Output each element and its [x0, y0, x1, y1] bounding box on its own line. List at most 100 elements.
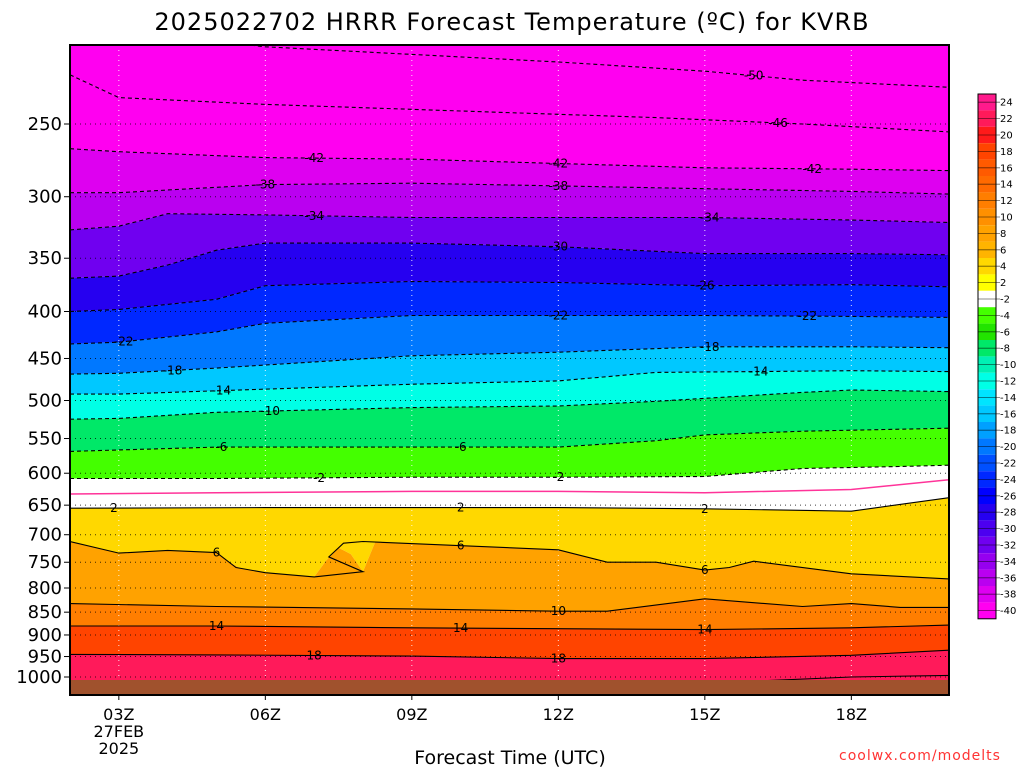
isotherm-label: -42 — [304, 151, 324, 165]
isotherm-line — [70, 427, 949, 452]
color-band — [70, 243, 949, 312]
isotherm-label: -14 — [212, 384, 232, 398]
isotherm-label: -10 — [260, 404, 280, 418]
time-tick-label: 09Z — [396, 705, 427, 724]
colorbar-label: 8 — [1000, 229, 1006, 240]
isotherm-label: 2 — [110, 501, 118, 515]
pressure-tick-label: 800 — [28, 578, 62, 599]
color-band — [70, 45, 949, 132]
color-band — [70, 74, 949, 171]
colorbar-label: 2 — [1000, 278, 1006, 289]
time-tick-label: 15Z — [689, 705, 720, 724]
pressure-tick-label: 1000 — [16, 667, 62, 688]
colorbar-label: -16 — [1000, 409, 1016, 420]
time-tick-label: 18Z — [836, 705, 867, 724]
colorbar-label: 6 — [1000, 245, 1006, 256]
isotherm-label: 2 — [701, 502, 709, 516]
isotherm-label: 6 — [457, 539, 465, 553]
pressure-axis: 2503003504004505005506006507007508008509… — [16, 114, 70, 688]
colorbar-label: -22 — [1000, 459, 1016, 470]
isotherm-line — [70, 280, 949, 313]
colorbar-label: -20 — [1000, 442, 1016, 453]
isotherm-line — [70, 346, 949, 375]
isotherm-label: -46 — [768, 116, 788, 130]
date-label: 27FEB — [94, 722, 145, 741]
isotherm-label: -42 — [802, 162, 822, 176]
isotherm-label: 14 — [697, 623, 712, 637]
color-band — [70, 390, 949, 452]
isotherm-label: -34 — [700, 211, 720, 225]
pressure-tick-label: 300 — [28, 187, 62, 208]
color-band — [70, 428, 949, 479]
isotherm-label: -26 — [695, 279, 715, 293]
chart-title: 2025022702 HRRR Forecast Temperature (ºC… — [154, 8, 869, 36]
color-band — [70, 346, 949, 395]
isotherm-label: 2 — [457, 501, 465, 515]
isotherm-label: -14 — [749, 365, 769, 379]
isotherm-label: -38 — [549, 179, 569, 193]
colorbar-label: 12 — [1000, 196, 1013, 207]
isotherm-label: 6 — [213, 546, 221, 560]
color-band — [70, 183, 949, 230]
colorbar-label: 16 — [1000, 163, 1013, 174]
colorbar-label: -6 — [1000, 327, 1010, 338]
pressure-tick-label: 850 — [28, 602, 62, 623]
isotherm-label: -34 — [304, 209, 324, 223]
isotherm-label: -6 — [215, 440, 227, 454]
isotherm-label: 18 — [551, 652, 566, 666]
color-band — [70, 148, 949, 195]
pressure-tick-label: 550 — [28, 429, 62, 450]
colorbar-label: 10 — [1000, 213, 1013, 224]
ground-level-strip — [70, 680, 949, 695]
plot-frame — [69, 44, 950, 696]
freezing-line — [70, 479, 949, 495]
isotherm-line — [70, 497, 949, 512]
pressure-tick-label: 350 — [28, 248, 62, 269]
time-tick-label: 06Z — [250, 705, 281, 724]
color-band — [70, 625, 949, 659]
color-band — [249, 45, 949, 88]
dotted-grid — [70, 45, 949, 695]
source-credit: coolwx.com/modelts — [839, 748, 1001, 764]
isotherm-label: 18 — [307, 648, 322, 662]
colorbar-label: -12 — [1000, 377, 1016, 388]
colorbar-label: -28 — [1000, 508, 1016, 519]
isotherm-label: -22 — [549, 308, 569, 322]
color-band — [70, 465, 949, 512]
isotherm-label: -22 — [114, 335, 134, 349]
isotherm-label: -6 — [455, 440, 467, 454]
colorbar-label: -14 — [1000, 393, 1016, 404]
colorbar-label: -30 — [1000, 524, 1016, 535]
colorbar-frame — [977, 93, 997, 620]
year-label: 2025 — [98, 739, 139, 758]
color-band — [70, 598, 949, 630]
isotherm-line — [70, 389, 949, 420]
time-tick-label: 03Z — [103, 705, 134, 724]
pressure-tick-label: 750 — [28, 552, 62, 573]
color-scale-legend: 24 22 20 18 16 14 12 10 8 6 4 2 -2 -4 -6 -8 -10 -12 -14 -16… — [977, 93, 1016, 620]
colorbar-label: 18 — [1000, 147, 1013, 158]
isotherm-label: -42 — [549, 156, 569, 170]
colorbar-label: -18 — [1000, 426, 1016, 437]
colorbar-label: -2 — [1000, 295, 1010, 306]
pressure-tick-label: 650 — [28, 495, 62, 516]
isotherm-label: -18 — [163, 363, 183, 377]
isotherm-line — [70, 370, 949, 395]
pressure-tick-label: 400 — [28, 301, 62, 322]
isotherm-line — [70, 182, 949, 195]
isotherm-line — [70, 540, 949, 580]
colorbar-label: -8 — [1000, 344, 1010, 355]
pressure-tick-label: 700 — [28, 525, 62, 546]
isotherm-line — [70, 624, 949, 631]
color-band — [70, 315, 949, 375]
isotherm-label: 14 — [209, 619, 224, 633]
pressure-tick-label: 250 — [28, 114, 62, 135]
isotherm-line — [70, 242, 949, 279]
pressure-tick-label: 500 — [28, 391, 62, 412]
isotherm-label: -22 — [798, 309, 818, 323]
pressure-tick-label: 450 — [28, 348, 62, 369]
color-band — [70, 370, 949, 420]
colorbar-label: 22 — [1000, 114, 1013, 125]
